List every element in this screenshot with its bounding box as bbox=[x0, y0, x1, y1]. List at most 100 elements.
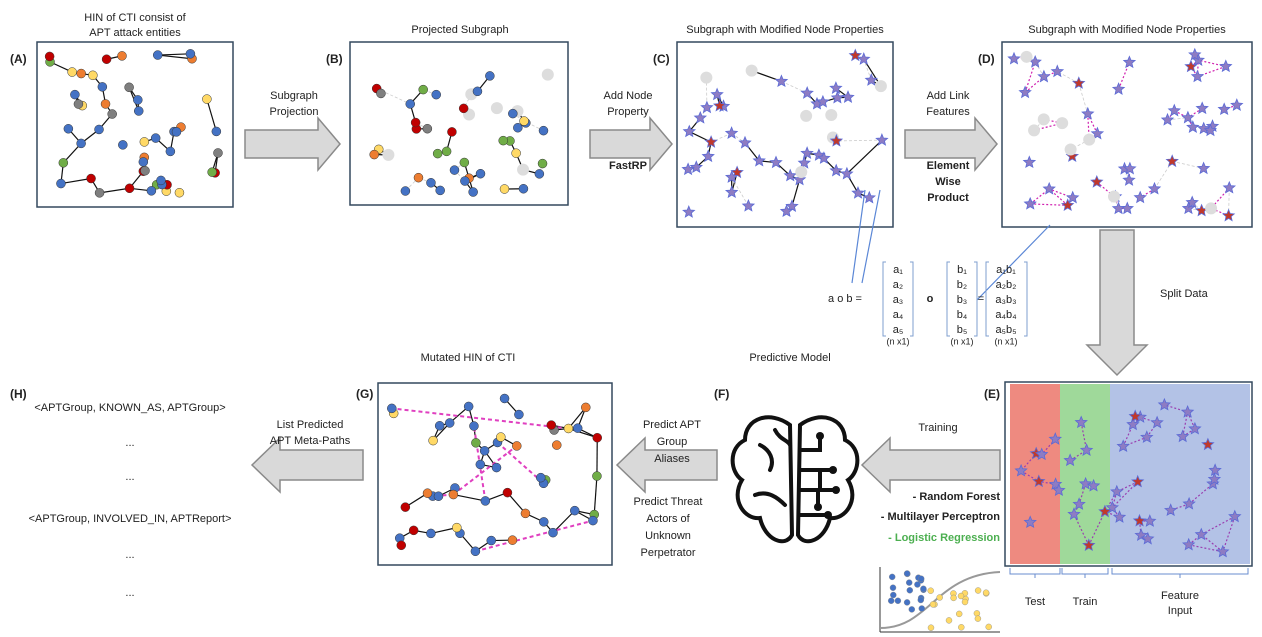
step-label: Group bbox=[657, 436, 688, 448]
step-label: Projection bbox=[270, 106, 319, 118]
graph-node bbox=[581, 403, 590, 412]
graph-node bbox=[500, 185, 509, 194]
model-name: - Random Forest bbox=[913, 491, 1001, 503]
vector-entry: a₁ bbox=[893, 264, 903, 276]
vector-entry: a₅ bbox=[893, 324, 904, 336]
inset-dot bbox=[909, 606, 915, 612]
brain-icon bbox=[733, 417, 858, 541]
graph-node bbox=[539, 517, 548, 526]
vector-entry: a₄b₄ bbox=[995, 309, 1017, 321]
vector-entry: b₃ bbox=[957, 294, 968, 306]
graph-node-faded bbox=[1021, 51, 1033, 63]
graph-node-faded bbox=[1056, 117, 1068, 129]
inset-dot bbox=[975, 616, 981, 622]
graph-node bbox=[469, 188, 478, 197]
inset-dot bbox=[907, 587, 913, 593]
graph-node bbox=[370, 150, 379, 159]
vector-entry: b₂ bbox=[957, 279, 967, 291]
step-method: Element bbox=[927, 160, 970, 172]
graph-node bbox=[471, 438, 480, 447]
graph-node bbox=[445, 418, 454, 427]
test-region bbox=[1010, 384, 1060, 564]
graph-node-faded bbox=[800, 110, 812, 122]
vector-entry: b₅ bbox=[957, 324, 968, 336]
graph-node bbox=[460, 158, 469, 167]
graph-node bbox=[549, 528, 558, 537]
graph-node-faded bbox=[875, 80, 887, 92]
graph-node bbox=[56, 179, 65, 188]
graph-node-faded bbox=[542, 69, 554, 81]
graph-node bbox=[450, 166, 459, 175]
inset-dot bbox=[928, 625, 934, 631]
graph-node bbox=[95, 125, 104, 134]
graph-node bbox=[95, 188, 104, 197]
step-label: List Predicted bbox=[277, 419, 344, 431]
graph-node bbox=[442, 147, 451, 156]
meta-path: <APTGroup, KNOWN_AS, APTGroup> bbox=[34, 402, 225, 414]
inset-dot bbox=[956, 611, 962, 617]
step-label: Actors of bbox=[646, 513, 690, 525]
graph-node bbox=[471, 547, 480, 556]
graph-node bbox=[419, 85, 428, 94]
graph-node bbox=[480, 446, 489, 455]
step-label: Subgraph bbox=[270, 90, 318, 102]
panel-label: (H) bbox=[10, 387, 27, 401]
panel-title: Predictive Model bbox=[749, 352, 830, 364]
graph-node-faded bbox=[1083, 134, 1095, 146]
step-label: Aliases bbox=[654, 453, 690, 465]
graph-node bbox=[564, 424, 573, 433]
graph-node bbox=[68, 68, 77, 77]
logistic-inset bbox=[880, 567, 1000, 632]
inset-dot bbox=[962, 599, 968, 605]
graph-node bbox=[521, 509, 530, 518]
panel-label: (G) bbox=[356, 387, 373, 401]
step-method: FastRP bbox=[609, 160, 647, 172]
graph-node bbox=[409, 526, 418, 535]
panel-c-box bbox=[677, 42, 893, 227]
graph-node bbox=[147, 186, 156, 195]
graph-node-faded bbox=[382, 149, 394, 161]
panel-title: Mutated HIN of CTI bbox=[421, 352, 516, 364]
step-label: Add Link bbox=[927, 90, 970, 102]
graph-node bbox=[118, 51, 127, 60]
inset-dot bbox=[958, 624, 964, 630]
arrow-split bbox=[1087, 230, 1147, 375]
graph-node bbox=[186, 49, 195, 58]
inset-dot bbox=[888, 598, 894, 604]
graph-node bbox=[449, 490, 458, 499]
graph-node bbox=[401, 187, 410, 196]
graph-node bbox=[45, 52, 54, 61]
inset-dot bbox=[958, 593, 964, 599]
graph-node bbox=[552, 441, 561, 450]
formula-op: o bbox=[927, 293, 934, 305]
graph-node bbox=[397, 541, 406, 550]
section-label: Test bbox=[1025, 596, 1045, 608]
graph-node bbox=[433, 149, 442, 158]
graph-node bbox=[508, 536, 517, 545]
step-label: Add Node bbox=[604, 90, 653, 102]
graph-node bbox=[588, 516, 597, 525]
graph-node bbox=[496, 433, 505, 442]
graph-node bbox=[125, 184, 134, 193]
graph-node-faded bbox=[1205, 202, 1217, 214]
step-method: Product bbox=[927, 192, 969, 204]
graph-node bbox=[70, 90, 79, 99]
graph-node bbox=[573, 424, 582, 433]
graph-node bbox=[74, 100, 83, 109]
vector-entry: a₂ bbox=[893, 279, 903, 291]
formula-dim: (n x1) bbox=[886, 336, 909, 346]
graph-node bbox=[464, 402, 473, 411]
section-label: Train bbox=[1073, 596, 1098, 608]
graph-node bbox=[429, 436, 438, 445]
vector-entry: a₁b₁ bbox=[996, 264, 1016, 276]
vector-entry: b₄ bbox=[957, 309, 968, 321]
inset-dot bbox=[920, 586, 926, 592]
arrow-training bbox=[862, 438, 1000, 492]
graph-node-faded bbox=[1065, 144, 1077, 156]
step-label: Split Data bbox=[1160, 288, 1209, 300]
graph-node-faded bbox=[700, 72, 712, 84]
step-label: Unknown bbox=[645, 530, 691, 542]
feature-region bbox=[1110, 384, 1250, 564]
graph-node bbox=[64, 124, 73, 133]
graph-node bbox=[213, 148, 222, 157]
